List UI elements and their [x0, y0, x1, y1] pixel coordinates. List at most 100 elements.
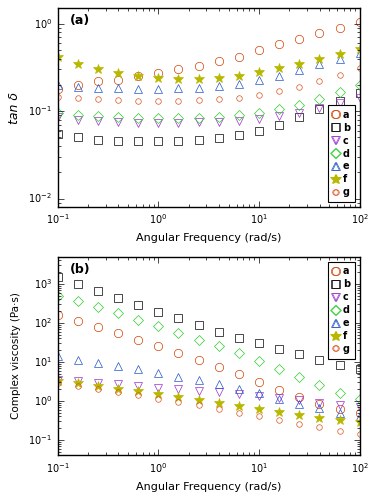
- d: [75, 298, 80, 304]
- e: [156, 370, 161, 376]
- b: [176, 138, 181, 143]
- b: [257, 128, 261, 134]
- c: [96, 118, 100, 124]
- c: [257, 116, 261, 121]
- g: [156, 396, 161, 402]
- g: [257, 92, 261, 98]
- Line: f: f: [53, 376, 365, 428]
- Line: g: g: [55, 380, 362, 437]
- f: [96, 66, 100, 72]
- f: [176, 394, 181, 400]
- g: [277, 88, 281, 94]
- c: [317, 105, 322, 111]
- b: [357, 90, 362, 96]
- f: [116, 70, 120, 76]
- f: [237, 72, 241, 78]
- c: [176, 386, 181, 392]
- c: [337, 402, 342, 408]
- Line: c: c: [54, 94, 364, 126]
- c: [75, 116, 80, 122]
- d: [116, 310, 120, 316]
- b: [337, 362, 342, 368]
- d: [297, 102, 302, 108]
- b: [297, 114, 302, 120]
- d: [116, 114, 120, 120]
- e: [136, 366, 141, 372]
- d: [237, 112, 241, 118]
- e: [96, 85, 100, 91]
- a: [116, 330, 120, 336]
- c: [337, 100, 342, 106]
- b: [317, 106, 322, 112]
- c: [277, 395, 281, 401]
- b: [297, 351, 302, 357]
- Line: b: b: [54, 89, 364, 146]
- c: [55, 114, 60, 120]
- d: [55, 110, 60, 116]
- Line: b: b: [54, 273, 364, 374]
- e: [297, 67, 302, 73]
- g: [337, 428, 342, 434]
- a: [297, 394, 302, 400]
- a: [317, 400, 322, 406]
- b: [156, 138, 161, 144]
- c: [317, 400, 322, 406]
- g: [75, 383, 80, 389]
- Y-axis label: tan δ: tan δ: [8, 92, 21, 124]
- d: [216, 344, 221, 349]
- d: [196, 336, 201, 342]
- a: [216, 364, 221, 370]
- b: [216, 328, 221, 334]
- a: [176, 66, 181, 72]
- f: [257, 406, 261, 412]
- d: [357, 396, 362, 402]
- d: [277, 106, 281, 112]
- a: [237, 372, 241, 378]
- b: [75, 281, 80, 287]
- Y-axis label: Complex viscosity (Pa·s): Complex viscosity (Pa·s): [11, 292, 21, 420]
- f: [297, 412, 302, 418]
- b: [176, 316, 181, 322]
- e: [75, 356, 80, 362]
- e: [257, 390, 261, 396]
- b: [96, 288, 100, 294]
- c: [297, 110, 302, 116]
- b: [357, 366, 362, 372]
- d: [156, 324, 161, 330]
- c: [237, 391, 241, 397]
- Line: a: a: [54, 18, 364, 93]
- g: [257, 414, 261, 420]
- b: [277, 122, 281, 128]
- a: [55, 86, 60, 92]
- a: [277, 387, 281, 393]
- e: [277, 396, 281, 402]
- d: [136, 317, 141, 323]
- e: [337, 56, 342, 62]
- d: [297, 374, 302, 380]
- f: [337, 50, 342, 56]
- c: [196, 388, 201, 394]
- c: [156, 384, 161, 390]
- d: [257, 110, 261, 116]
- d: [176, 330, 181, 336]
- f: [136, 74, 141, 80]
- c: [257, 393, 261, 399]
- b: [55, 274, 60, 280]
- f: [75, 60, 80, 66]
- c: [216, 118, 221, 124]
- b: [196, 322, 201, 328]
- e: [357, 414, 362, 420]
- f: [156, 391, 161, 397]
- g: [55, 380, 60, 386]
- c: [176, 120, 181, 126]
- e: [96, 360, 100, 366]
- c: [277, 113, 281, 119]
- b: [257, 340, 261, 346]
- Text: (b): (b): [70, 262, 90, 276]
- d: [337, 89, 342, 95]
- a: [277, 42, 281, 48]
- f: [216, 75, 221, 81]
- e: [317, 406, 322, 411]
- f: [317, 56, 322, 62]
- Line: g: g: [55, 66, 362, 104]
